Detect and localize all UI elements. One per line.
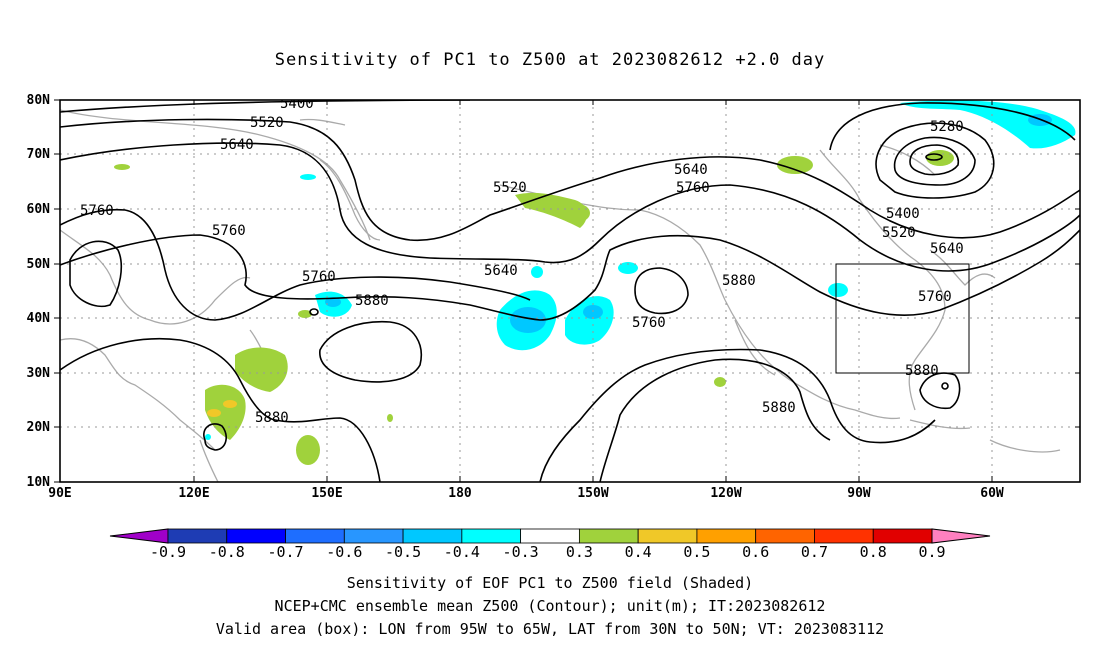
lat-label: 50N (27, 257, 51, 272)
contour-label: 5880 (355, 293, 389, 309)
colorbar-swatch (872, 528, 933, 544)
contour-label: 5520 (250, 115, 284, 131)
contour-label: 5760 (676, 180, 710, 196)
colorbar-swatch (226, 528, 286, 544)
colorbar-swatch (755, 528, 815, 544)
longitude-labels: 90E 120E 150E 180 150W 120W 90W 60W (48, 486, 1004, 501)
colorbar-label: 0.5 (683, 543, 710, 561)
colorbar-label: 0.8 (860, 543, 887, 561)
colorbar-swatch (578, 528, 639, 544)
colorbar-swatch (402, 528, 463, 544)
colorbar-swatch (461, 528, 522, 544)
contour-label: 5760 (918, 289, 952, 305)
contour-label: 5640 (484, 263, 518, 279)
colorbar-label: -0.3 (503, 543, 539, 561)
contour-label: 5760 (632, 315, 666, 331)
colorbar (109, 528, 991, 544)
lon-label: 60W (980, 486, 1004, 501)
z500-contours (60, 100, 1080, 482)
caption-contour: NCEP+CMC ensemble mean Z500 (Contour); u… (274, 597, 826, 615)
lon-label: 150W (577, 486, 608, 501)
colorbar-label: -0.8 (209, 543, 245, 561)
colorbar-swatch (520, 528, 580, 544)
colorbar-label: -0.4 (444, 543, 480, 561)
colorbar-label: 0.3 (566, 543, 593, 561)
colorbar-swatch (343, 528, 404, 544)
lat-label: 30N (27, 366, 51, 381)
contour-label: 5520 (882, 225, 916, 241)
colorbar-swatch (814, 528, 874, 544)
lon-label: 180 (448, 486, 472, 501)
contour-label: 5880 (722, 273, 756, 289)
contour-label: 5760 (80, 203, 114, 219)
map-frame (59, 99, 1081, 483)
colorbar-right-arrow (931, 528, 991, 544)
caption-valid-area: Valid area (box): LON from 95W to 65W, L… (215, 620, 885, 638)
contour-labels: 5400 5520 5640 5760 5760 5760 5880 5880 … (80, 96, 964, 426)
colorbar-label: 0.4 (625, 543, 652, 561)
lat-label: 70N (27, 147, 51, 162)
lat-label: 80N (27, 93, 51, 108)
colorbar-swatch (637, 528, 698, 544)
contour-label: 5760 (212, 223, 246, 239)
colorbar-labels: -0.9 -0.8 -0.7 -0.6 -0.5 -0.4 -0.3 0.3 0.4 0.5 0.6… (150, 543, 946, 561)
contour-label: 5400 (280, 96, 314, 112)
lat-label: 40N (27, 311, 51, 326)
colorbar-label: -0.7 (267, 543, 303, 561)
colorbar-left-arrow (109, 528, 169, 544)
lon-label: 90W (847, 486, 871, 501)
contour-label: 5400 (886, 206, 920, 222)
contour-label: 5880 (255, 410, 289, 426)
contour-label: 5640 (674, 162, 708, 178)
colorbar-label: -0.9 (150, 543, 186, 561)
contour-label: 5640 (220, 137, 254, 153)
contour-label: 5640 (930, 241, 964, 257)
colorbar-label: 0.6 (742, 543, 769, 561)
lat-label: 20N (27, 420, 51, 435)
lon-label: 90E (48, 486, 71, 501)
colorbar-label: -0.5 (385, 543, 421, 561)
caption-shading: Sensitivity of EOF PC1 to Z500 field (Sh… (346, 574, 754, 592)
valid-area-box (835, 263, 970, 374)
map-title: Sensitivity of PC1 to Z500 at 2023082612… (274, 50, 826, 70)
colorbar-swatch (696, 528, 757, 544)
contour-label: 5760 (302, 269, 336, 285)
contour-label: 5880 (762, 400, 796, 416)
axis-ticks (54, 99, 1080, 483)
lon-label: 120E (178, 486, 209, 501)
colorbar-swatch (285, 528, 345, 544)
lat-label: 60N (27, 202, 51, 217)
colorbar-label: 0.7 (801, 543, 828, 561)
colorbar-swatch (167, 528, 228, 544)
contour-label: 5280 (930, 119, 964, 135)
colorbar-label: 0.9 (918, 543, 945, 561)
colorbar-label: -0.6 (326, 543, 362, 561)
lon-label: 150E (311, 486, 342, 501)
lon-label: 120W (710, 486, 741, 501)
latitude-labels: 80N 70N 60N 50N 40N 30N 20N 10N (27, 93, 51, 490)
lat-label: 10N (27, 475, 51, 490)
contour-label: 5520 (493, 180, 527, 196)
contour-label: 5880 (905, 363, 939, 379)
